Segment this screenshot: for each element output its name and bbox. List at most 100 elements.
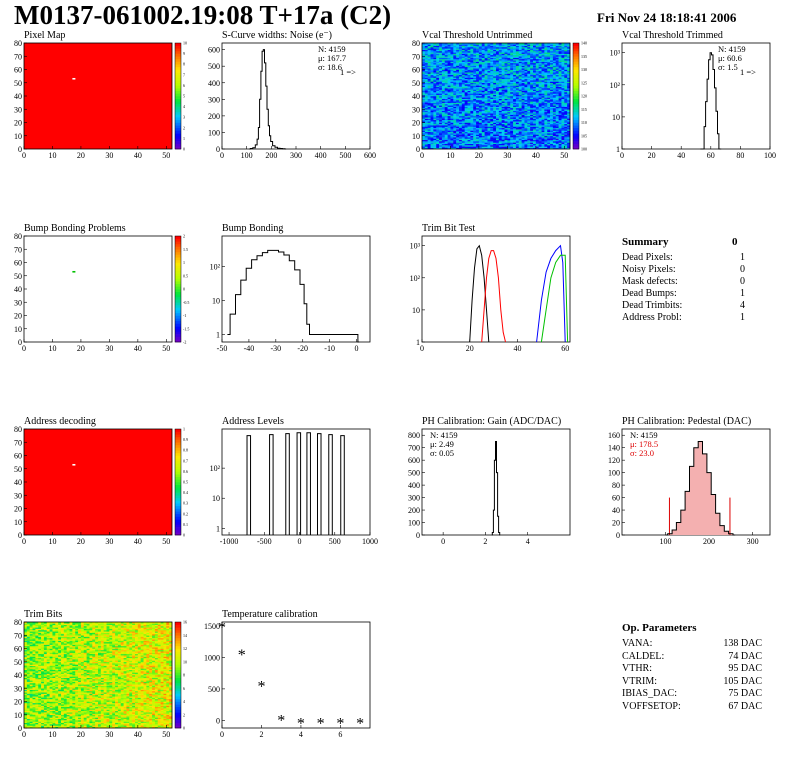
palette-tick-label: -1 (183, 313, 186, 318)
palette-tick-label: 135 (581, 54, 587, 59)
y-tick-label: 60 (612, 494, 620, 503)
y-tick-label: 600 (408, 456, 420, 465)
x-tick-label: 80 (736, 151, 744, 160)
y-tick-label: 0 (216, 145, 220, 154)
palette-tick-label: 115 (581, 107, 587, 112)
ph-gain-frame (421, 428, 571, 536)
palette-tick-label: 105 (581, 133, 587, 138)
y-tick-label: 50 (14, 465, 22, 474)
parameter-label: IBIAS_DAC: (622, 688, 678, 699)
palette-tick-label: 14 (183, 633, 187, 638)
x-tick-label: 20 (77, 344, 85, 353)
x-tick-label: 0 (298, 537, 302, 546)
palette-tick-label: 0.7 (183, 458, 188, 463)
palette-tick-label: 2 (183, 234, 185, 239)
stats-sigma: σ: 1.5 (718, 62, 738, 72)
ph-pedestal-panel: PH Calibration: Pedestal (DAC) 100 200 300 0… (600, 416, 780, 576)
summary-label: Dead Pixels: (622, 252, 673, 263)
y-tick-label: 300 (208, 95, 220, 104)
summary-value: 4 (740, 300, 745, 311)
palette-tick-label: 12 (183, 646, 187, 651)
x-tick-label: 1000 (362, 537, 378, 546)
bump-bonding-problems-frame (23, 235, 173, 343)
palette-tick-label: 0.3 (183, 501, 188, 506)
x-tick-label: -50 (217, 344, 228, 353)
temperature-point: * (317, 716, 325, 733)
overflow-label: 1 => (340, 67, 356, 77)
x-tick-label: 50 (162, 730, 170, 739)
parameter-value: 74 DAC (728, 650, 762, 662)
x-tick-label: 10 (48, 730, 56, 739)
vcal-trimmed-frame (621, 42, 771, 150)
x-tick-label: 40 (134, 730, 142, 739)
y-tick-label: 10 (14, 132, 22, 141)
x-tick-label: 0 (355, 344, 359, 353)
summary-label: Address Probl: (622, 312, 682, 323)
x-tick-label: 6 (338, 730, 342, 739)
parameter-label: VOFFSETOP: (622, 700, 681, 712)
palette-tick-label: 3 (183, 115, 185, 120)
y-tick-label: 70 (14, 438, 22, 447)
x-tick-label: 0 (220, 151, 224, 160)
y-tick-label: 30 (14, 298, 22, 307)
x-tick-label: 30 (105, 730, 113, 739)
ph-gain-series-line (491, 441, 501, 536)
parameter-value: 138 DAC (723, 638, 762, 649)
palette-tick-label: 4 (183, 104, 185, 109)
parameter-label: VANA: (622, 638, 653, 649)
x-tick-label: 60 (561, 344, 569, 353)
y-tick-label: 40 (14, 92, 22, 101)
y-tick-label: 200 (208, 112, 220, 121)
bump-bonding-panel: Bump Bonding -50 -40 -30 -20 -10 0 1 10 10² (200, 223, 380, 383)
palette-tick-label: 0.8 (183, 448, 188, 453)
scurve-noise-panel: S-Curve widths: Noise (e⁻) 0 100 200 300 400 5… (200, 30, 380, 190)
x-tick-label: 50 (162, 344, 170, 353)
palette-tick-label: 125 (581, 80, 587, 85)
x-tick-label: -1000 (220, 537, 239, 546)
stats-entries: N: 4159 (718, 44, 746, 54)
y-tick-label: 400 (208, 79, 220, 88)
y-tick-label: 40 (412, 92, 420, 101)
x-tick-label: 20 (648, 151, 656, 160)
bump-bonding-problems-palette (175, 236, 181, 343)
palette-tick-label: -2 (183, 340, 186, 345)
scurve-noise-svg: 0 100 200 300 400 500 600 0 100 200 300 400 500 600 N:… (208, 42, 376, 160)
x-tick-label: -30 (270, 344, 281, 353)
x-tick-label: 20 (77, 537, 85, 546)
palette-tick-label: 1 (183, 427, 185, 432)
y-tick-label: 60 (14, 645, 22, 654)
y-tick-label: 1 (616, 145, 620, 154)
x-tick-label: 30 (105, 151, 113, 160)
y-tick-label: 80 (14, 39, 22, 48)
parameter-value: 105 DAC (723, 675, 762, 687)
palette-tick-label: 100 (581, 147, 587, 152)
pedestal-fill (665, 441, 736, 535)
stats-sigma: σ: 23.0 (630, 448, 654, 458)
y-tick-label: 700 (408, 444, 420, 453)
vcal-untrimmed-panel: Vcal Threshold Untrimmed 100 105 110 115 120 1… (400, 30, 590, 190)
x-tick-label: 100 (660, 537, 672, 546)
palette-tick-label: -1.5 (183, 326, 189, 331)
y-tick-label: 20 (612, 519, 620, 528)
stats-mean: μ: 60.6 (718, 53, 742, 63)
palette-tick-label: 130 (581, 67, 587, 72)
trim-bits-palette (175, 622, 181, 729)
y-tick-label: 20 (14, 312, 22, 321)
x-tick-label: 40 (677, 151, 685, 160)
y-tick-label: 80 (14, 425, 22, 434)
temperature-calibration-title: Temperature calibration (222, 609, 318, 620)
x-tick-label: -500 (257, 537, 272, 546)
bump-bonding-title: Bump Bonding (222, 223, 284, 234)
trim-bits-title: Trim Bits (24, 609, 63, 620)
address-decoding-svg: 00.10.20.30.40.50.60.70.80.910 10 20 30 40 50… (14, 425, 188, 546)
y-tick-label: 10² (210, 464, 221, 473)
y-tick-label: 0 (216, 716, 220, 725)
x-tick-label: 600 (364, 151, 376, 160)
y-tick-label: 20 (14, 505, 22, 514)
temperature-calibration-frame (221, 621, 371, 729)
y-tick-label: 70 (412, 52, 420, 61)
y-tick-label: 0 (416, 145, 420, 154)
x-tick-label: 0 (22, 151, 26, 160)
